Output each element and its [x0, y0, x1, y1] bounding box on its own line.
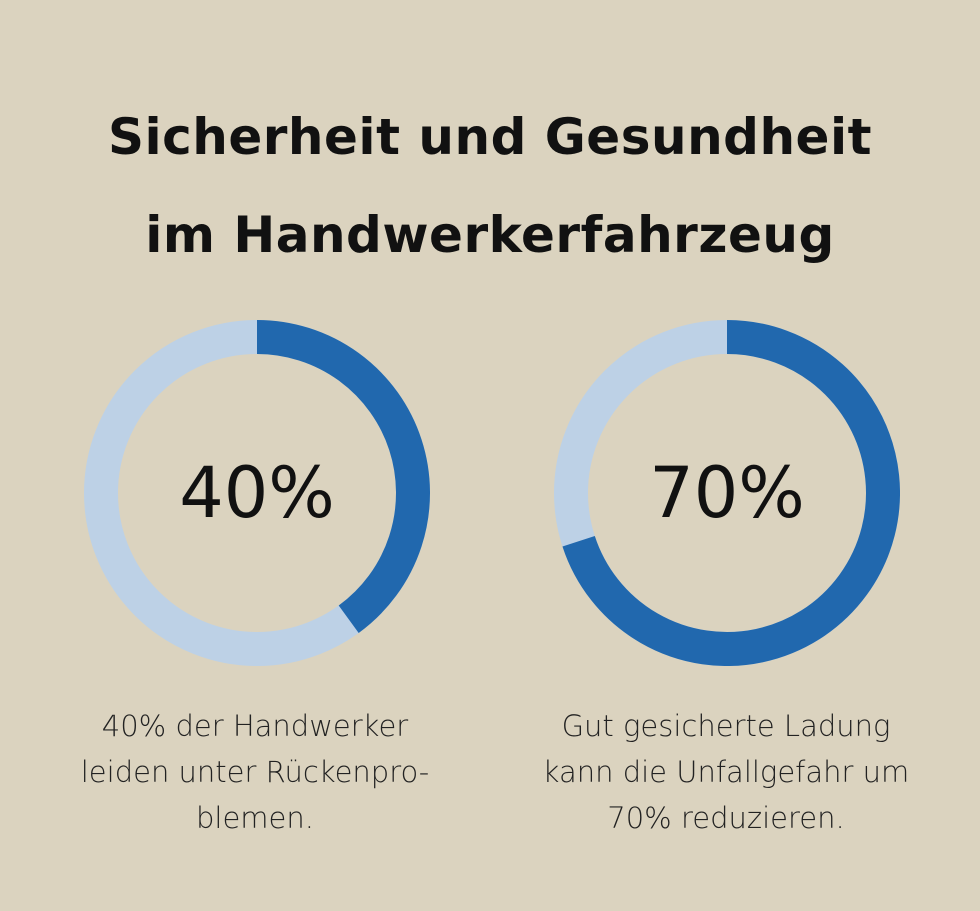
donut-svg-1: 40% [84, 320, 430, 666]
donut-1-slice [256, 320, 430, 633]
caption-2: Gut gesicherte Ladung kann die Unfallgef… [516, 703, 936, 841]
donut-chart-2: 70% [554, 320, 900, 666]
caption-1: 40% der Handwerker leiden unter Rückenpr… [45, 703, 465, 841]
caption-2-line-2: kann die Unfallgefahr um [542, 755, 910, 789]
caption-2-line-3: 70% reduzieren. [607, 801, 845, 835]
page-title: Sicherheit und Gesundheit im Handwerkerf… [0, 88, 980, 284]
donut-1-center-label: 40% [179, 452, 335, 534]
donut-2-slice [562, 320, 900, 666]
caption-1-line-1: 40% der Handwerker [101, 709, 409, 743]
caption-2-line-1: Gut gesicherte Ladung [561, 709, 891, 743]
caption-1-line-3: blemen. [196, 801, 314, 835]
title-line-2: im Handwerkerfahrzeug [145, 206, 835, 264]
caption-1-line-2: leiden unter Rückenpro- [80, 755, 430, 789]
title-line-1: Sicherheit und Gesundheit [107, 108, 873, 166]
donut-chart-1: 40% [84, 320, 430, 666]
donut-svg-2: 70% [554, 320, 900, 666]
donut-2-center-label: 70% [649, 452, 805, 534]
